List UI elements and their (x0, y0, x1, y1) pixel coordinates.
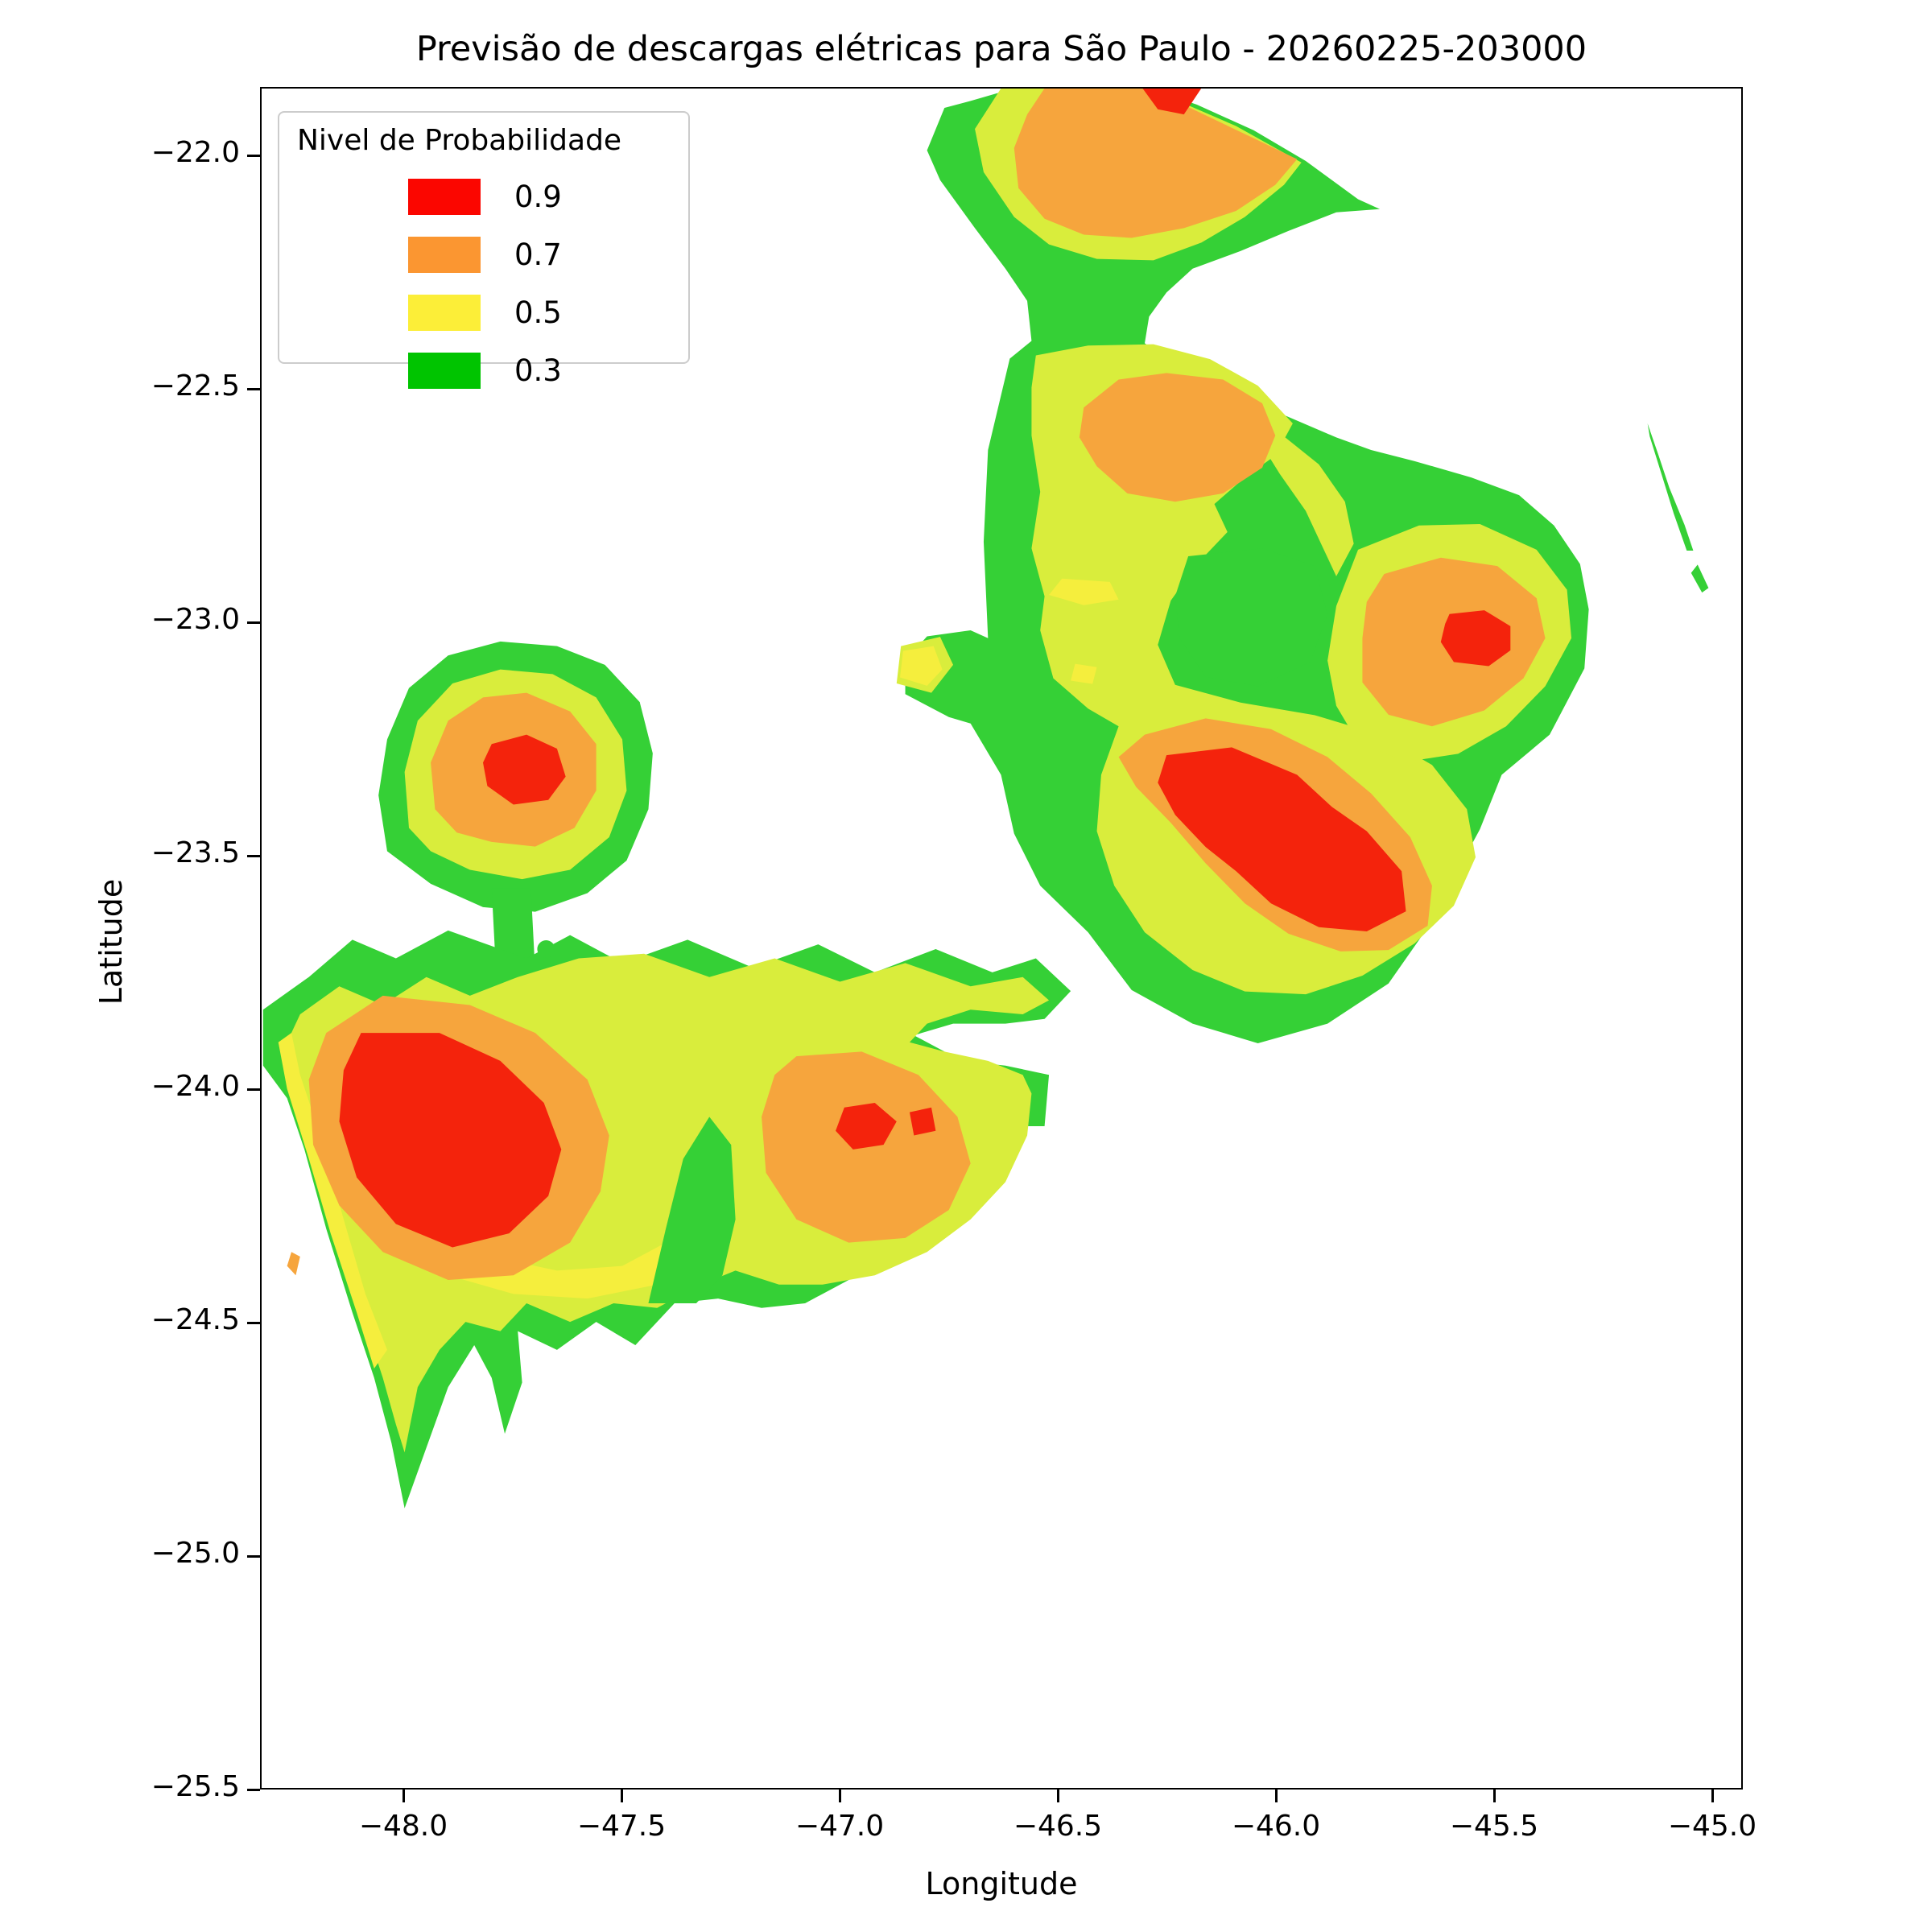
legend-entry: 0.5 (408, 294, 688, 331)
contour-region-right-knob-yellow (900, 646, 943, 686)
contour-region-east-border-sliver-b (1690, 564, 1709, 593)
contour-region-left-main-red (339, 1033, 562, 1248)
contour-dot-small-green-dot (537, 939, 555, 958)
x-tick-label: −47.5 (576, 1810, 667, 1843)
y-tick-mark (247, 1321, 260, 1324)
y-tick-mark (247, 1088, 260, 1091)
y-tick-label: −24.5 (151, 1303, 240, 1336)
y-axis-label: Latitude (93, 878, 129, 1005)
contour-region-right-lower-red (1158, 747, 1406, 932)
x-tick-mark (1056, 1790, 1059, 1802)
x-tick-mark (1711, 1790, 1714, 1802)
contour-region-left-coast-yellow-sliver (278, 1033, 387, 1368)
x-tick-label: −45.5 (1449, 1810, 1539, 1843)
contour-region-left-coast-orange-speck (287, 1252, 300, 1276)
x-tick-mark (620, 1790, 623, 1802)
contour-region-right-top-orange (1013, 89, 1298, 238)
x-tick-mark (402, 1790, 405, 1802)
legend-entry: 0.9 (408, 178, 688, 215)
x-tick-mark (1492, 1790, 1496, 1802)
legend-label: 0.3 (514, 353, 562, 388)
legend-swatch-0.7 (408, 236, 481, 273)
y-tick-mark (247, 854, 260, 857)
contour-region-left-lobe-red-a (836, 1103, 897, 1150)
legend-entry: 0.7 (408, 236, 688, 273)
x-tick-mark (1274, 1790, 1278, 1802)
y-tick-mark (247, 621, 260, 624)
contour-region-right-lobe-red (1440, 610, 1511, 667)
x-tick-mark (838, 1790, 841, 1802)
legend-rows: 0.9 0.7 0.5 0.3 (297, 178, 688, 389)
contour-region-right-middle-green-hole (1174, 548, 1328, 687)
y-tick-label: −25.5 (151, 1770, 240, 1803)
x-tick-label: −46.0 (1231, 1810, 1321, 1843)
legend-swatch-0.5 (408, 294, 481, 331)
plot-area (260, 87, 1743, 1790)
y-tick-mark (247, 387, 260, 390)
chart-title: Previsão de descargas elétricas para São… (415, 29, 1587, 69)
legend-entry: 0.3 (408, 352, 688, 389)
contour-region-left-green-intrusion (648, 1117, 736, 1303)
x-tick-label: −47.0 (795, 1810, 885, 1843)
legend: Nivel de Probabilidade 0.9 0.7 0.5 0.3 (278, 111, 690, 389)
contour-region-left-yellow-band (448, 1242, 701, 1299)
x-tick-label: −45.0 (1667, 1810, 1757, 1843)
legend-title: Nivel de Probabilidade (297, 124, 622, 157)
legend-label: 0.5 (514, 295, 562, 330)
y-tick-label: −22.5 (151, 369, 240, 402)
y-tick-mark (247, 1788, 260, 1791)
y-tick-mark (247, 1554, 260, 1558)
y-tick-label: −23.5 (151, 836, 240, 869)
y-tick-label: −23.0 (151, 603, 240, 636)
legend-swatch-0.9 (408, 178, 481, 215)
contour-region-right-yellow-patch-b (1071, 663, 1097, 684)
contour-region-right-top-red (1142, 89, 1202, 115)
x-axis-label: Longitude (925, 1866, 1078, 1901)
legend-swatch-0.3 (408, 352, 481, 389)
contour-region-east-border-sliver-a (1647, 423, 1694, 551)
x-tick-label: −46.5 (1013, 1810, 1103, 1843)
contour-region-right-middle-orange (1079, 373, 1276, 502)
y-tick-mark (247, 154, 260, 157)
contour-region-right-arm-yellowgreen-strip (1261, 436, 1354, 576)
y-tick-label: −24.0 (151, 1070, 240, 1103)
y-tick-label: −25.0 (151, 1537, 240, 1570)
legend-label: 0.9 (514, 179, 562, 214)
contour-region-right-yellow-patch-a (1049, 578, 1119, 605)
contour-region-left-lobe-red-b (909, 1107, 936, 1136)
x-tick-label: −48.0 (358, 1810, 448, 1843)
legend-label: 0.7 (514, 237, 562, 272)
y-tick-label: −22.0 (151, 136, 240, 169)
contour-plot (262, 89, 1709, 1509)
contour-region-left-ring-red (483, 734, 566, 805)
